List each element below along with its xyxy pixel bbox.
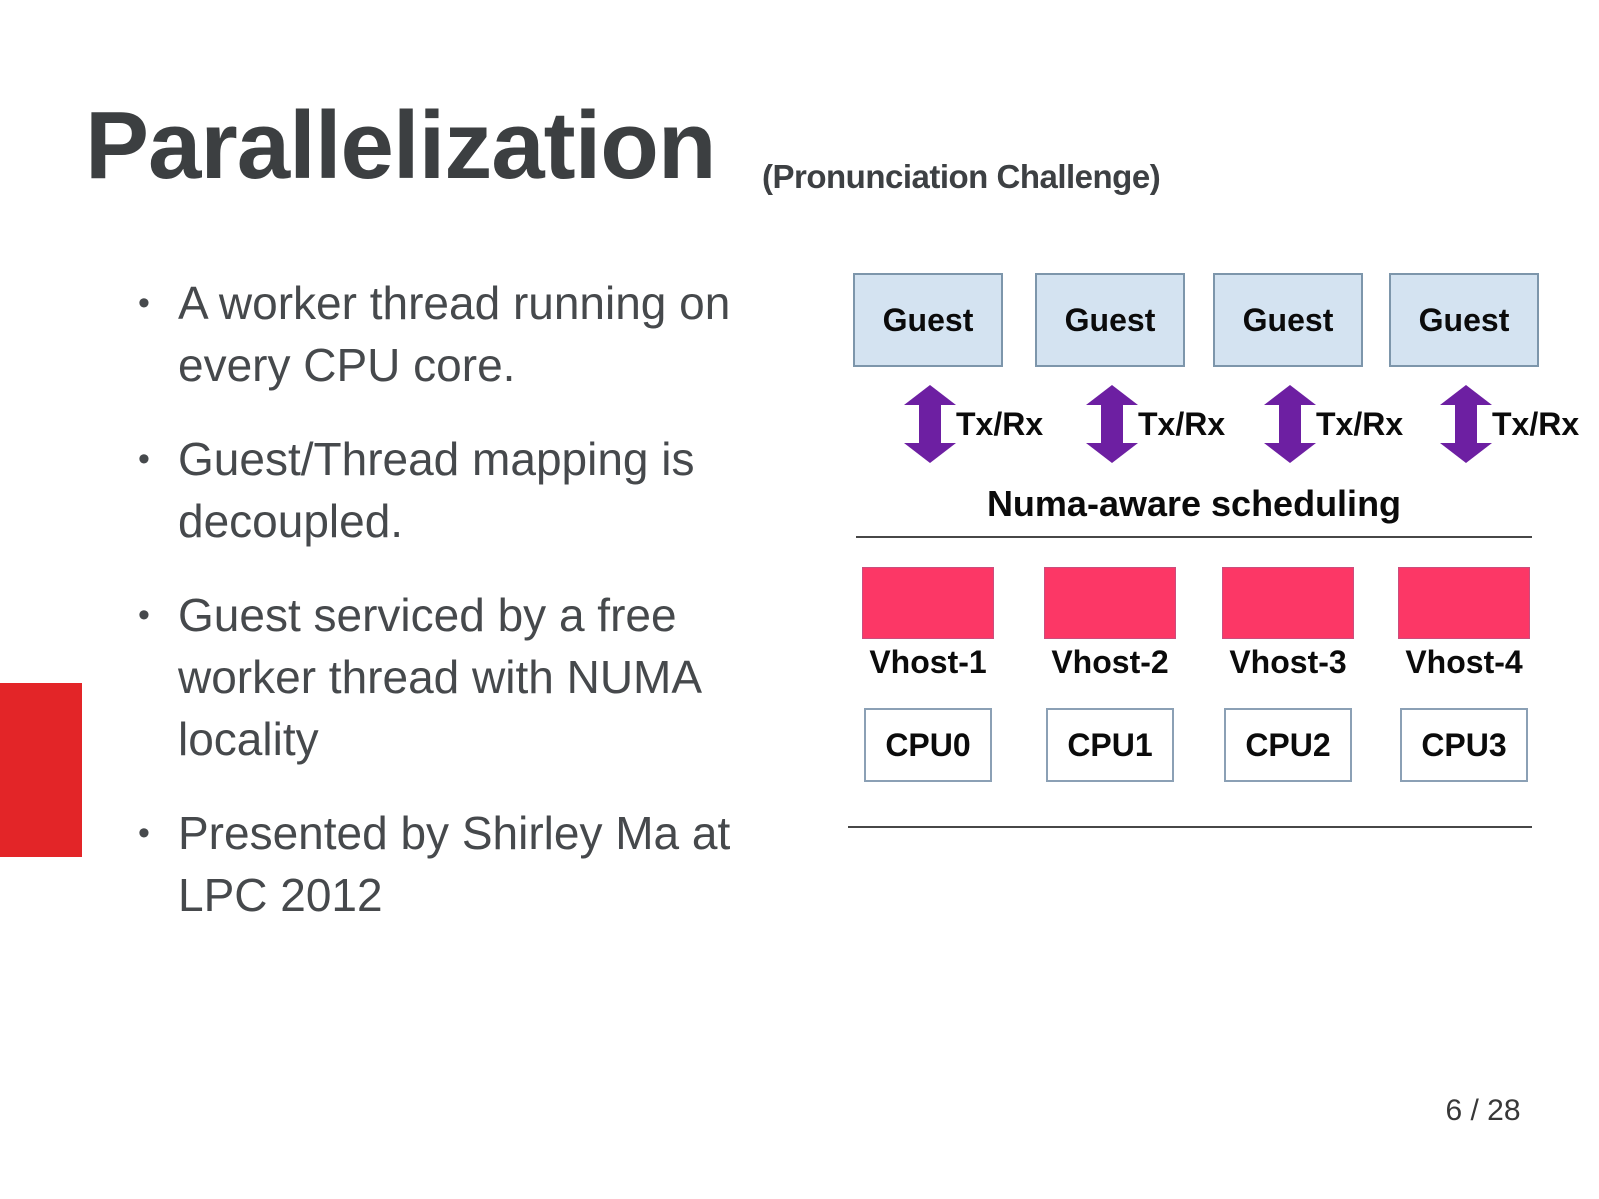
vhost-box — [862, 567, 994, 639]
vhost-label: Vhost-4 — [1405, 644, 1523, 680]
numa-scheduling-label: Numa-aware scheduling — [986, 483, 1402, 524]
list-item: • Presented by Shirley Ma at LPC 2012 — [138, 802, 798, 926]
list-item: • Guest serviced by a free worker thread… — [138, 584, 798, 770]
guest-box: Guest — [853, 273, 1003, 367]
vhost-box — [1044, 567, 1176, 639]
vhost-box — [1398, 567, 1530, 639]
separator-line-bottom — [848, 826, 1532, 828]
list-item: • Guest/Thread mapping is decoupled. — [138, 428, 798, 552]
txrx-double-arrow-icon — [1264, 385, 1316, 463]
arrow-shaft — [1101, 405, 1123, 443]
slide-title: Parallelization — [85, 92, 717, 199]
cpu-box: CPU3 — [1400, 708, 1528, 782]
txrx-label: Tx/Rx — [1316, 406, 1404, 442]
arrow-head-down — [1086, 443, 1138, 463]
arrow-head-up — [1264, 385, 1316, 405]
bullet-text: Presented by Shirley Ma at LPC 2012 — [178, 807, 731, 921]
txrx-double-arrow-icon — [1440, 385, 1492, 463]
arrow-shaft — [919, 405, 941, 443]
arrow-head-up — [1440, 385, 1492, 405]
vhost-label: Vhost-3 — [1229, 644, 1347, 680]
guest-box: Guest — [1213, 273, 1363, 367]
arrow-head-down — [904, 443, 956, 463]
bullet-text: Guest/Thread mapping is decoupled. — [178, 433, 695, 547]
txrx-label: Tx/Rx — [1138, 406, 1226, 442]
bullet-marker: • — [138, 284, 150, 322]
separator-line-top — [856, 536, 1532, 538]
vhost-box — [1222, 567, 1354, 639]
txrx-double-arrow-icon — [1086, 385, 1138, 463]
bullet-text: Guest serviced by a free worker thread w… — [178, 589, 700, 765]
cpu-box: CPU0 — [864, 708, 992, 782]
bullet-marker: • — [138, 596, 150, 634]
vhost-label: Vhost-1 — [869, 644, 987, 680]
arrow-shaft — [1279, 405, 1301, 443]
txrx-double-arrow-icon — [904, 385, 956, 463]
vhost-label: Vhost-2 — [1051, 644, 1169, 680]
arrow-head-up — [904, 385, 956, 405]
txrx-label: Tx/Rx — [1492, 406, 1580, 442]
arrow-head-down — [1440, 443, 1492, 463]
arrow-shaft — [1455, 405, 1477, 443]
arrow-head-up — [1086, 385, 1138, 405]
page-number: 6 / 28 — [1445, 1094, 1521, 1127]
red-accent-rectangle — [0, 683, 82, 857]
slide-subtitle: (Pronunciation Challenge) — [762, 158, 1161, 195]
bullet-marker: • — [138, 814, 150, 852]
cpu-box: CPU2 — [1224, 708, 1352, 782]
bullet-text: A worker thread running on every CPU cor… — [178, 277, 731, 391]
bullet-marker: • — [138, 440, 150, 478]
guest-box: Guest — [1035, 273, 1185, 367]
guest-box: Guest — [1389, 273, 1539, 367]
bullet-list: • A worker thread running on every CPU c… — [138, 272, 798, 958]
arrow-head-down — [1264, 443, 1316, 463]
list-item: • A worker thread running on every CPU c… — [138, 272, 798, 396]
txrx-label: Tx/Rx — [956, 406, 1044, 442]
cpu-box: CPU1 — [1046, 708, 1174, 782]
